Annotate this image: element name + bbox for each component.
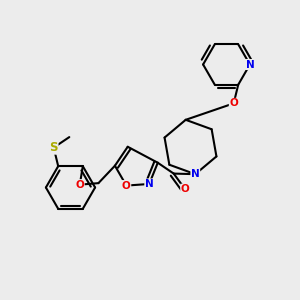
- Text: O: O: [181, 184, 190, 194]
- Text: N: N: [145, 179, 154, 189]
- Text: O: O: [122, 181, 131, 190]
- Text: N: N: [191, 169, 200, 179]
- Text: O: O: [75, 180, 84, 190]
- Text: O: O: [229, 98, 238, 108]
- Text: N: N: [245, 59, 254, 70]
- Text: S: S: [50, 141, 58, 154]
